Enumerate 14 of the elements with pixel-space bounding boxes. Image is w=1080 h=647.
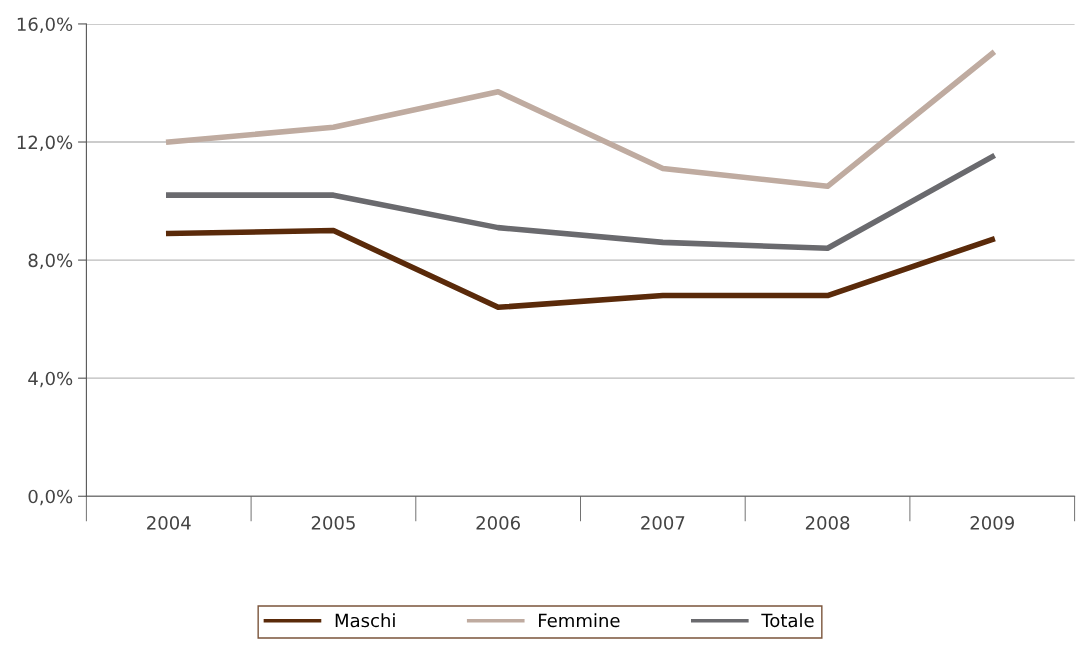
x-tick-label: 2009 (970, 516, 1014, 530)
x-tick-label: 2004 (147, 516, 191, 530)
x-tick-label: 2008 (805, 516, 850, 530)
legend-label: Femmine (539, 613, 620, 628)
legend-label: Maschi (335, 613, 395, 628)
x-tick-label: 2005 (311, 516, 355, 530)
y-tick-label: 12,0% (17, 135, 73, 151)
x-tick-label: 2007 (641, 516, 685, 530)
legend-label: Totale (761, 613, 814, 628)
y-tick-label: 0,0% (28, 489, 73, 506)
x-tick-label: 2006 (476, 516, 520, 530)
y-tick-label: 4,0% (28, 371, 73, 388)
y-tick-label: 16,0% (17, 17, 73, 33)
y-tick-label: 8,0% (28, 253, 73, 270)
